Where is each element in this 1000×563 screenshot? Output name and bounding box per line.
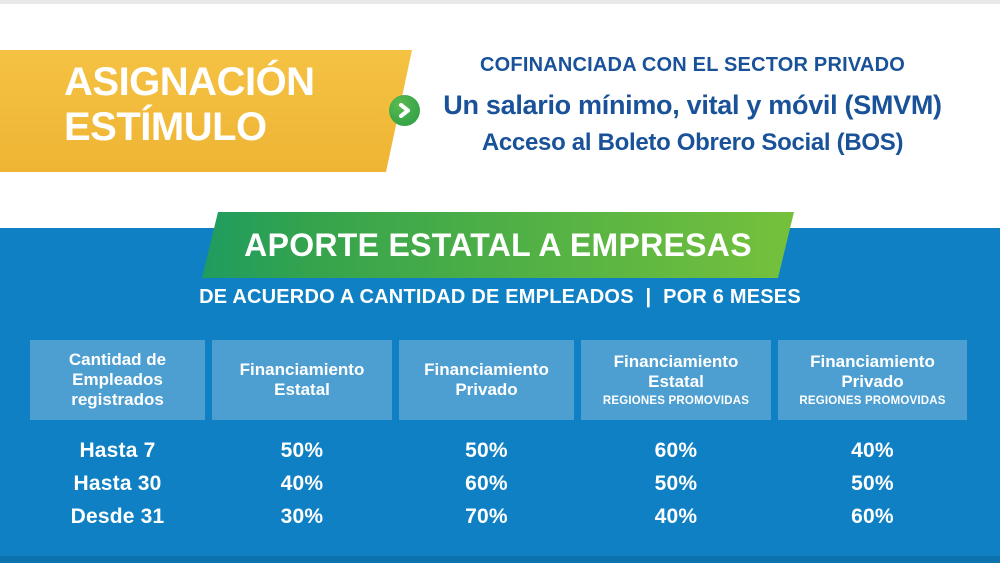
row-label: Hasta 30 bbox=[73, 471, 162, 495]
cell-value: 50% bbox=[465, 438, 508, 462]
column-header-label: Financiamiento Estatal bbox=[239, 359, 365, 399]
column-header-sublabel: REGIONES PROMOVIDAS bbox=[799, 394, 946, 407]
column-header-label: Financiamiento Privado bbox=[424, 359, 549, 399]
benefit-line-bos: Acceso al Boleto Obrero Social (BOS) bbox=[481, 129, 904, 156]
column-header-employees: Cantidad de Empleados registrados bbox=[30, 340, 205, 420]
page-title-line2: ESTÍMULO bbox=[64, 105, 267, 150]
row-label: Hasta 7 bbox=[79, 438, 156, 462]
bottom-shade bbox=[0, 556, 1000, 563]
row-label: Desde 31 bbox=[70, 504, 165, 528]
section-ribbon: APORTE ESTATAL A EMPRESAS bbox=[202, 212, 794, 278]
subtitle-separator: | bbox=[645, 286, 652, 308]
cell-value: 60% bbox=[465, 471, 508, 495]
title-banner: ASIGNACIÓN ESTÍMULO bbox=[0, 50, 412, 172]
column-header-private-financing: Financiamiento Privado bbox=[399, 340, 574, 420]
table-header-gap bbox=[30, 420, 967, 434]
cell-value: 50% bbox=[654, 471, 698, 495]
chevron-right-icon bbox=[389, 95, 420, 126]
cell-value: 50% bbox=[280, 438, 324, 462]
subtitle-right: POR 6 MESES bbox=[663, 286, 801, 308]
section-title: APORTE ESTATAL A EMPRESAS bbox=[244, 226, 752, 263]
cell-value: 30% bbox=[280, 504, 324, 528]
cell-value: 40% bbox=[280, 471, 324, 495]
column-header-state-financing-promoted: Financiamiento Estatal REGIONES PROMOVID… bbox=[581, 340, 771, 420]
column-header-sublabel: REGIONES PROMOVIDAS bbox=[602, 394, 750, 407]
cell-value: 60% bbox=[851, 504, 894, 528]
cell-value: 40% bbox=[851, 438, 894, 462]
subtitle-left: DE ACUERDO A CANTIDAD DE EMPLEADOS bbox=[199, 286, 634, 308]
column-header-state-financing: Financiamiento Estatal bbox=[212, 340, 392, 420]
benefit-line-smvm: Un salario mínimo, vital y móvil (SMVM) bbox=[443, 90, 942, 120]
top-border-line bbox=[0, 0, 1000, 4]
cell-value: 60% bbox=[654, 438, 698, 462]
cofinance-kicker: COFINANCIADA CON EL SECTOR PRIVADO bbox=[480, 54, 905, 76]
page-title-line1: ASIGNACIÓN bbox=[64, 60, 315, 104]
header-info: COFINANCIADA CON EL SECTOR PRIVADO Un sa… bbox=[420, 54, 965, 157]
column-header-label: Financiamiento Privado bbox=[810, 351, 935, 391]
cell-value: 50% bbox=[851, 471, 894, 495]
column-header-label: Cantidad de Empleados registrados bbox=[68, 349, 167, 410]
page-title: ASIGNACIÓN ESTÍMULO bbox=[0, 50, 412, 150]
cell-value: 70% bbox=[465, 504, 508, 528]
cell-value: 40% bbox=[654, 504, 698, 528]
financing-table: Cantidad de Empleados registrados Financ… bbox=[30, 340, 967, 533]
column-header-label: Financiamiento Estatal bbox=[613, 351, 739, 391]
section-subtitle: DE ACUERDO A CANTIDAD DE EMPLEADOS | POR… bbox=[0, 286, 1000, 309]
column-header-private-financing-promoted: Financiamiento Privado REGIONES PROMOVID… bbox=[778, 340, 967, 420]
